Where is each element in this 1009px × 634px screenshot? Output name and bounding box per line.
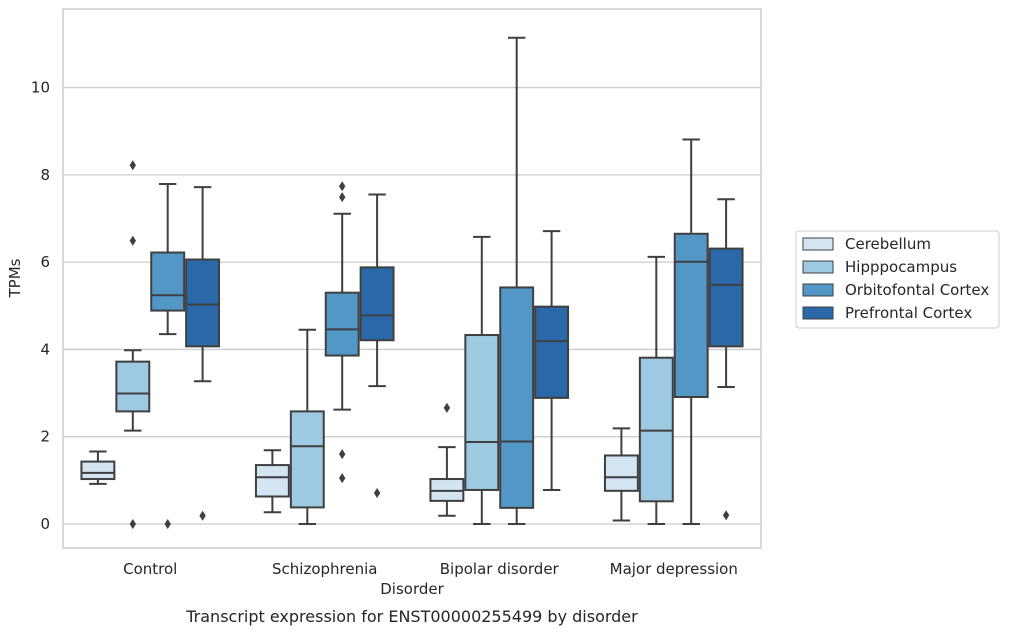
box — [534, 230, 570, 491]
plot-area-frame — [62, 8, 762, 549]
outlier-marker — [339, 449, 346, 460]
outlier-marker — [129, 518, 136, 529]
chart-caption: Transcript expression for ENST0000025549… — [185, 607, 638, 626]
y-tick-label: 6 — [40, 253, 50, 271]
outlier-marker — [339, 192, 346, 203]
y-axis-label: TPMs — [6, 258, 24, 298]
series-hipppocampus — [115, 160, 674, 529]
y-tick-labels: 0 2 4 6 8 10 — [31, 79, 50, 533]
box-iqr — [359, 266, 395, 342]
box-iqr — [708, 247, 744, 348]
box — [359, 193, 395, 499]
outlier-marker — [443, 402, 451, 413]
legend-swatch — [802, 237, 834, 251]
box-iqr — [115, 360, 151, 413]
legend-frame — [795, 230, 1000, 329]
outlier-marker — [339, 181, 346, 192]
box — [603, 427, 639, 522]
box — [708, 198, 744, 521]
legend-swatch — [802, 260, 834, 274]
box — [254, 449, 290, 514]
outlier-marker — [129, 235, 136, 246]
box-series — [80, 36, 744, 529]
box-iqr — [638, 356, 674, 503]
x-tick-label: Control — [123, 560, 177, 578]
box-iqr — [324, 291, 360, 357]
series-prefrontal-cortex — [185, 186, 744, 521]
box-iqr — [80, 460, 116, 481]
legend-item: Prefrontal Cortex — [802, 304, 972, 322]
outlier-marker — [722, 510, 730, 521]
legend-label: Prefrontal Cortex — [845, 304, 972, 322]
x-axis-label: Disorder — [380, 580, 444, 598]
box-iqr — [534, 305, 570, 399]
box — [324, 181, 360, 484]
outlier-marker — [339, 473, 346, 484]
box-iqr — [603, 454, 639, 492]
series-orbitofontal-cortex — [150, 36, 709, 529]
box — [673, 138, 709, 525]
legend-item: Cerebellum — [802, 235, 931, 253]
box — [185, 186, 221, 521]
legend-item: Hipppocampus — [802, 258, 957, 276]
box — [638, 255, 674, 525]
legend-label: Hipppocampus — [845, 258, 957, 276]
legend: Cerebellum Hipppocampus Orbitofontal Corte… — [795, 230, 1000, 329]
box — [464, 235, 500, 525]
y-tick-label: 4 — [40, 340, 50, 358]
legend-label: Cerebellum — [845, 235, 931, 253]
outlier-marker — [373, 488, 381, 499]
outlier-marker — [129, 160, 136, 171]
legend-label: Orbitofontal Cortex — [845, 281, 989, 299]
legend-item: Orbitofontal Cortex — [802, 281, 989, 299]
box-iqr — [185, 258, 221, 348]
y-tick-label: 8 — [40, 166, 50, 184]
box — [80, 450, 116, 485]
box-iqr — [254, 464, 290, 498]
legend-swatch — [802, 283, 834, 297]
box — [499, 36, 535, 525]
box — [289, 328, 325, 525]
box-iqr — [673, 232, 709, 398]
y-tick-label: 10 — [31, 79, 50, 97]
y-tick-label: 0 — [40, 515, 50, 533]
y-tick-label: 2 — [40, 428, 50, 446]
box-iqr — [289, 410, 325, 509]
x-tick-label: Major depression — [610, 560, 738, 578]
outlier-marker — [164, 518, 171, 529]
box — [429, 402, 465, 517]
box-iqr — [464, 334, 500, 491]
legend-swatch — [802, 306, 834, 320]
x-tick-labels: Control Schizophrenia Bipolar disorder Majo… — [123, 560, 738, 578]
box-iqr — [150, 251, 186, 312]
box — [115, 160, 151, 529]
box — [150, 183, 186, 529]
x-tick-label: Bipolar disorder — [440, 560, 560, 578]
series-cerebellum — [80, 402, 639, 522]
box-iqr — [499, 286, 535, 509]
outlier-marker — [199, 510, 206, 521]
x-tick-label: Schizophrenia — [272, 560, 377, 578]
